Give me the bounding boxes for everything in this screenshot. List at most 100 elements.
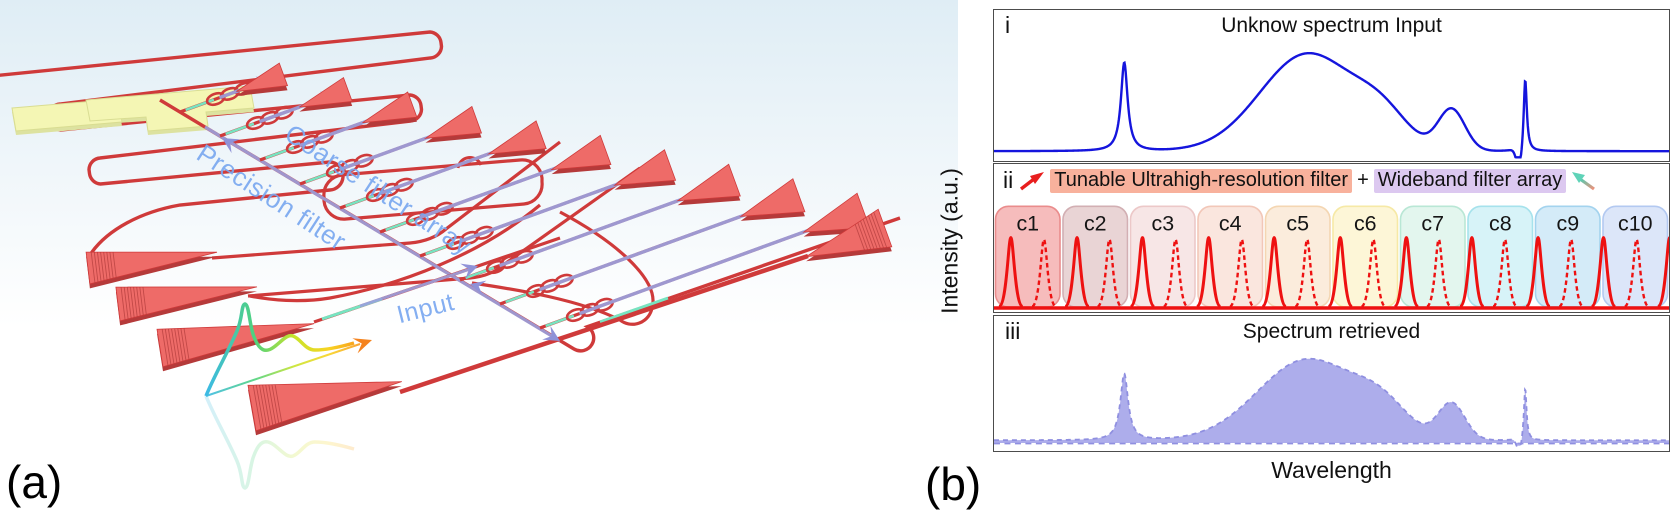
filter-channel [499,178,806,306]
grating-coupler [805,208,893,262]
filter-channel [259,91,418,162]
filter-peak-solid [1458,236,1486,308]
panel-b-figure: Intensity (a.u.) i Unknow spectrum Input… [920,0,1679,528]
grating-couplers [85,208,893,436]
photonic-chip-illustration [0,0,958,528]
retrieved-spectrum-outline [994,357,1669,447]
grating-coupler [362,91,418,128]
filter-peak-dashed [1425,238,1452,308]
channel-label: c1 [1016,211,1039,235]
teal-waveguide-segment [265,146,295,160]
teal-waveguide-segment [465,266,495,280]
retrieved-spectrum-area [994,358,1669,446]
flow-arrow-head [222,138,240,154]
filter-peak-dashed [1360,238,1387,308]
panel-label-i: i [1005,12,1011,38]
flow-arrow-head [460,263,478,279]
filter-peak-solid [1260,236,1288,308]
flow-arrow-head [470,280,487,296]
filter-bank-header: ii Tunable Ultrahigh-resolution filter +… [1003,167,1596,194]
filter-channel [179,62,289,114]
filter-peak-dashed [1623,238,1650,308]
input-spectrum-curve [994,51,1669,159]
grating-coupler [156,323,315,372]
channel-label: c2 [1084,211,1107,235]
filter-peak-dashed [1228,238,1255,308]
channel-label: c7 [1421,211,1444,235]
filter-peak-dashed [1030,238,1058,308]
filter-channel [539,192,871,330]
channel-label: c9 [1556,211,1579,235]
filter-peak-dashed [1491,238,1519,308]
panel-title-i: Unknow spectrum Input [1221,14,1442,37]
grating-coupler [676,163,741,206]
filter-peak-dashed [1162,238,1189,308]
output-trunk-waveguide [399,253,809,395]
filter-peak-solid [1392,236,1420,308]
filter-peak-solid [1063,236,1091,308]
wideband-filter-label: Wideband filter array [1373,168,1567,193]
flow-arrow-head [542,325,560,341]
filter-bank-panel: c1 c2 c3 c4 c5 c6 c7 c8 c9 c10 ii Tunable Ultrahi… [993,163,1670,313]
input-pulse [204,302,372,490]
channel-label: c4 [1219,211,1242,235]
teal-waveguide-segment [425,242,455,256]
y-axis-label: Intensity (a.u.) [936,168,963,314]
teal-waveguide-segment [225,122,255,136]
panel-label-iii: iii [1005,318,1021,344]
filter-peak-solid [1656,236,1669,308]
panel-title-iii: Spectrum retrieved [1242,320,1421,343]
grating-coupler [85,251,218,289]
filter-peak-dashed [1294,238,1321,308]
cursor-arrow-icon [1572,171,1596,190]
teal-waveguide-segment [505,290,535,304]
grating-coupler [550,134,612,175]
channel-label: c10 [1618,211,1653,235]
channel-label: c6 [1354,211,1377,235]
filter-channel [379,134,612,234]
panel-b-letter: (b) [925,458,982,510]
grating-coupler [487,120,547,159]
grating-coupler [236,62,289,96]
grating-coupler [115,286,258,326]
grating-coupler [613,149,677,190]
grating-coupler [299,76,353,112]
filter-peak-solid [997,236,1025,308]
filter-peak-dashed [1557,238,1585,308]
teal-waveguide-segment [345,194,375,208]
grating-coupler [739,178,806,221]
grating-coupler [247,381,402,436]
input-spectrum-plot [994,51,1669,159]
filter-peak-dashed [1096,238,1123,308]
teal-waveguide-segment [545,314,575,328]
filter-peak-solid [1326,236,1354,308]
grating-coupler [423,105,483,143]
filter-channel [459,163,741,282]
pulse-waveform [204,302,355,397]
x-axis-label: Wavelength [1271,457,1392,483]
teal-waveguide-segment [385,218,415,232]
flow-arrows [222,138,560,341]
channel-label: c8 [1489,211,1512,235]
spectrum-retrieved-panel: iii Spectrum retrieved [993,315,1670,452]
filter-peak-solid [1590,236,1617,308]
plus-sign: + [1357,169,1369,191]
panel-a-letter: (a) [6,456,63,508]
channel-label: c5 [1286,211,1309,235]
channel-label: c3 [1151,211,1174,235]
teal-waveguide-segment [305,170,335,184]
filter-peak-solid [1129,236,1156,308]
coarse-filter-channels [179,62,871,330]
pulse-arrow-head [352,338,372,354]
filter-channel [339,120,547,210]
retrieved-spectrum-plot [994,357,1669,447]
filter-channel [219,76,353,138]
spectrum-input-panel: i Unknow spectrum Input [993,9,1670,162]
tunable-filter-label: Tunable Ultrahigh-resolution filter [1050,168,1353,193]
teal-waveguide-segment [599,296,669,324]
filter-channel [299,105,483,186]
red-arrow-icon [1020,171,1045,190]
filter-peak-solid [1524,236,1552,308]
teal-waveguide-segment [185,98,215,112]
